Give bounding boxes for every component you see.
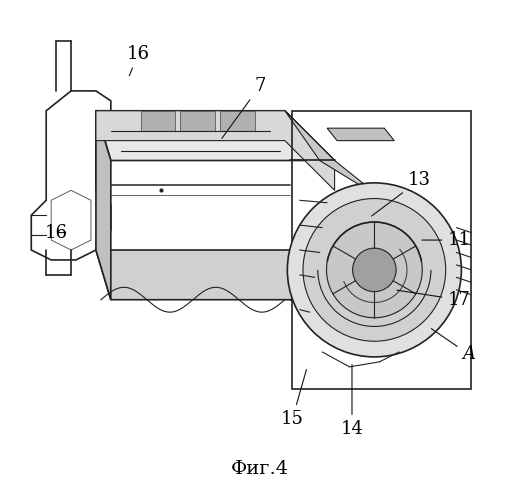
Circle shape [327,222,422,318]
Polygon shape [180,111,215,130]
Polygon shape [96,250,359,300]
Polygon shape [96,111,334,160]
Text: 13: 13 [372,172,431,216]
Circle shape [303,198,446,341]
Polygon shape [96,111,334,190]
Polygon shape [141,111,175,130]
Polygon shape [327,128,394,140]
Text: Фиг.4: Фиг.4 [231,460,289,478]
Polygon shape [96,111,111,300]
Polygon shape [220,111,255,130]
Polygon shape [285,111,384,200]
Text: 15: 15 [281,370,306,428]
Text: 7: 7 [222,77,266,138]
Text: 17: 17 [397,290,470,308]
Text: A: A [432,328,475,364]
Text: 14: 14 [341,364,363,438]
Text: 11: 11 [422,231,471,249]
Circle shape [353,248,396,292]
Text: 16: 16 [45,224,68,242]
Text: 16: 16 [127,44,150,76]
Circle shape [288,183,461,357]
